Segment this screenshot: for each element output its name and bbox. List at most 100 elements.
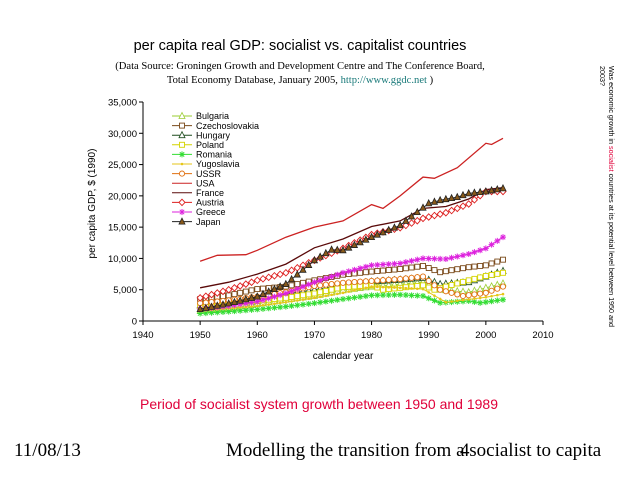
data-point bbox=[238, 306, 242, 309]
data-point bbox=[254, 286, 261, 293]
data-point bbox=[500, 234, 506, 241]
data-point bbox=[408, 274, 415, 281]
data-point bbox=[237, 289, 244, 296]
data-point bbox=[242, 288, 249, 295]
data-point bbox=[473, 297, 476, 300]
data-point bbox=[465, 297, 472, 304]
data-point bbox=[357, 293, 364, 300]
data-point bbox=[334, 280, 341, 287]
data-point bbox=[425, 295, 432, 302]
data-point bbox=[322, 275, 329, 282]
data-point bbox=[413, 207, 421, 216]
data-point bbox=[499, 283, 507, 290]
data-point bbox=[397, 266, 404, 273]
data-point bbox=[357, 265, 364, 272]
data-point bbox=[293, 270, 301, 278]
data-point bbox=[430, 211, 439, 220]
data-point bbox=[437, 286, 444, 293]
data-point bbox=[407, 212, 416, 220]
data-point bbox=[278, 301, 282, 305]
data-point bbox=[330, 293, 333, 297]
data-point bbox=[419, 273, 427, 280]
data-point bbox=[197, 310, 204, 317]
legend-label: Austria bbox=[196, 198, 224, 208]
data-point bbox=[294, 281, 301, 288]
data-point bbox=[345, 268, 352, 275]
data-point bbox=[431, 282, 438, 289]
data-point bbox=[208, 309, 215, 316]
legend-swatch-marker bbox=[178, 170, 186, 177]
data-point bbox=[260, 305, 266, 312]
data-point bbox=[225, 285, 233, 294]
data-point bbox=[284, 300, 288, 304]
legend-label: Hungary bbox=[196, 130, 231, 140]
slide-caption: Period of socialist system growth betwee… bbox=[140, 396, 498, 412]
data-point bbox=[397, 260, 404, 267]
data-point bbox=[465, 292, 472, 299]
data-point bbox=[242, 280, 250, 288]
data-point bbox=[231, 291, 238, 298]
side-note-text: Was economic growth in socialist countri… bbox=[598, 66, 616, 327]
data-point bbox=[442, 194, 450, 203]
data-point bbox=[397, 291, 404, 298]
data-point bbox=[253, 292, 261, 300]
data-point bbox=[387, 286, 391, 289]
data-point bbox=[237, 307, 244, 314]
data-point bbox=[282, 290, 289, 297]
data-point bbox=[196, 304, 204, 313]
legend-swatch-marker bbox=[179, 209, 185, 215]
data-point bbox=[465, 251, 472, 258]
data-point bbox=[408, 292, 415, 299]
data-point bbox=[261, 303, 265, 307]
data-point bbox=[287, 274, 296, 283]
data-point bbox=[273, 302, 276, 306]
data-point bbox=[202, 292, 210, 301]
legend-entry: Japan bbox=[172, 217, 221, 227]
y-tick-label: 30,000 bbox=[108, 129, 137, 140]
data-point bbox=[362, 263, 369, 270]
data-point bbox=[408, 264, 415, 271]
data-point bbox=[276, 270, 284, 279]
data-point bbox=[454, 291, 461, 298]
data-point bbox=[450, 300, 453, 303]
ggdc-link[interactable]: http://www.ggdc.net bbox=[340, 75, 427, 86]
data-point bbox=[391, 291, 398, 298]
data-point bbox=[420, 255, 426, 262]
subtitle-source-text: Total Economy Database, January 2005, bbox=[166, 75, 341, 86]
data-point bbox=[471, 249, 478, 256]
data-point bbox=[425, 265, 432, 271]
data-point bbox=[467, 298, 471, 301]
side-note-line2: 2003? bbox=[598, 66, 607, 86]
data-point bbox=[317, 299, 324, 306]
data-point bbox=[459, 292, 467, 300]
data-point bbox=[265, 287, 273, 295]
data-point bbox=[288, 288, 295, 295]
y-tick-label: 20,000 bbox=[108, 191, 137, 202]
data-point bbox=[431, 297, 438, 304]
series-japan bbox=[196, 183, 507, 313]
data-point bbox=[471, 263, 478, 270]
y-tick-label: 15,000 bbox=[108, 223, 137, 234]
data-point bbox=[358, 287, 362, 291]
data-point bbox=[385, 291, 392, 298]
data-point bbox=[431, 267, 438, 274]
data-point bbox=[437, 299, 444, 306]
subtitle-suffix: ) bbox=[426, 75, 434, 86]
data-point bbox=[334, 271, 341, 278]
data-point bbox=[317, 282, 324, 289]
data-point bbox=[402, 259, 409, 266]
chart-subtitle-line1: (Data Source: Groningen Growth and Devel… bbox=[115, 61, 485, 72]
data-point bbox=[494, 258, 501, 265]
data-point bbox=[442, 288, 449, 295]
data-point bbox=[391, 276, 398, 283]
data-point bbox=[364, 286, 368, 290]
data-point bbox=[288, 294, 295, 300]
data-point bbox=[433, 294, 436, 297]
data-point bbox=[347, 290, 351, 293]
x-tick-label: 1970 bbox=[304, 330, 325, 341]
data-point bbox=[425, 284, 432, 291]
series-line bbox=[199, 137, 504, 262]
data-point bbox=[219, 287, 227, 296]
legend-swatch-marker bbox=[180, 162, 184, 166]
